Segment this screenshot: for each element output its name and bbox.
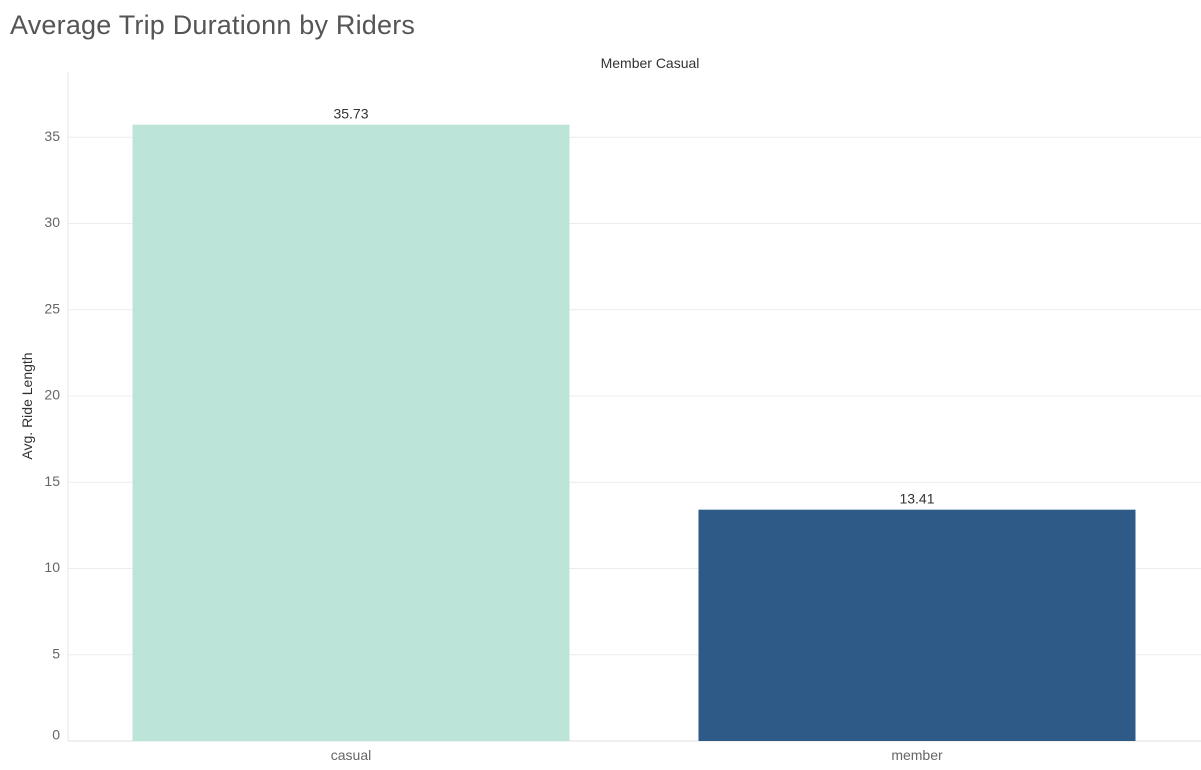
y-tick-label: 30: [44, 214, 60, 230]
y-tick-label: 35: [44, 128, 60, 144]
x-tick-label-casual: casual: [331, 747, 371, 763]
x-tick-label-member: member: [891, 747, 943, 763]
chart-title: Average Trip Durationn by Riders: [10, 10, 416, 40]
y-tick-label: 25: [44, 300, 60, 316]
value-labels: 35.73 13.41: [333, 106, 934, 507]
y-tick-label: 5: [52, 645, 60, 661]
y-tick-label: 20: [44, 387, 60, 403]
bars: [132, 124, 1136, 742]
data-label-member: 13.41: [899, 491, 934, 507]
data-label-casual: 35.73: [333, 106, 368, 122]
y-tick-label: 15: [44, 473, 60, 489]
y-axis-title: Avg. Ride Length: [19, 352, 35, 459]
bar-member[interactable]: [698, 509, 1136, 741]
x-axis: casual member: [331, 747, 943, 763]
y-axis: 0 5 10 15 20 25 30 35: [44, 128, 60, 743]
column-header: Member Casual: [601, 55, 700, 71]
y-tick-label: 0: [52, 727, 60, 743]
y-tick-label: 10: [44, 559, 60, 575]
bar-casual[interactable]: [132, 124, 570, 742]
